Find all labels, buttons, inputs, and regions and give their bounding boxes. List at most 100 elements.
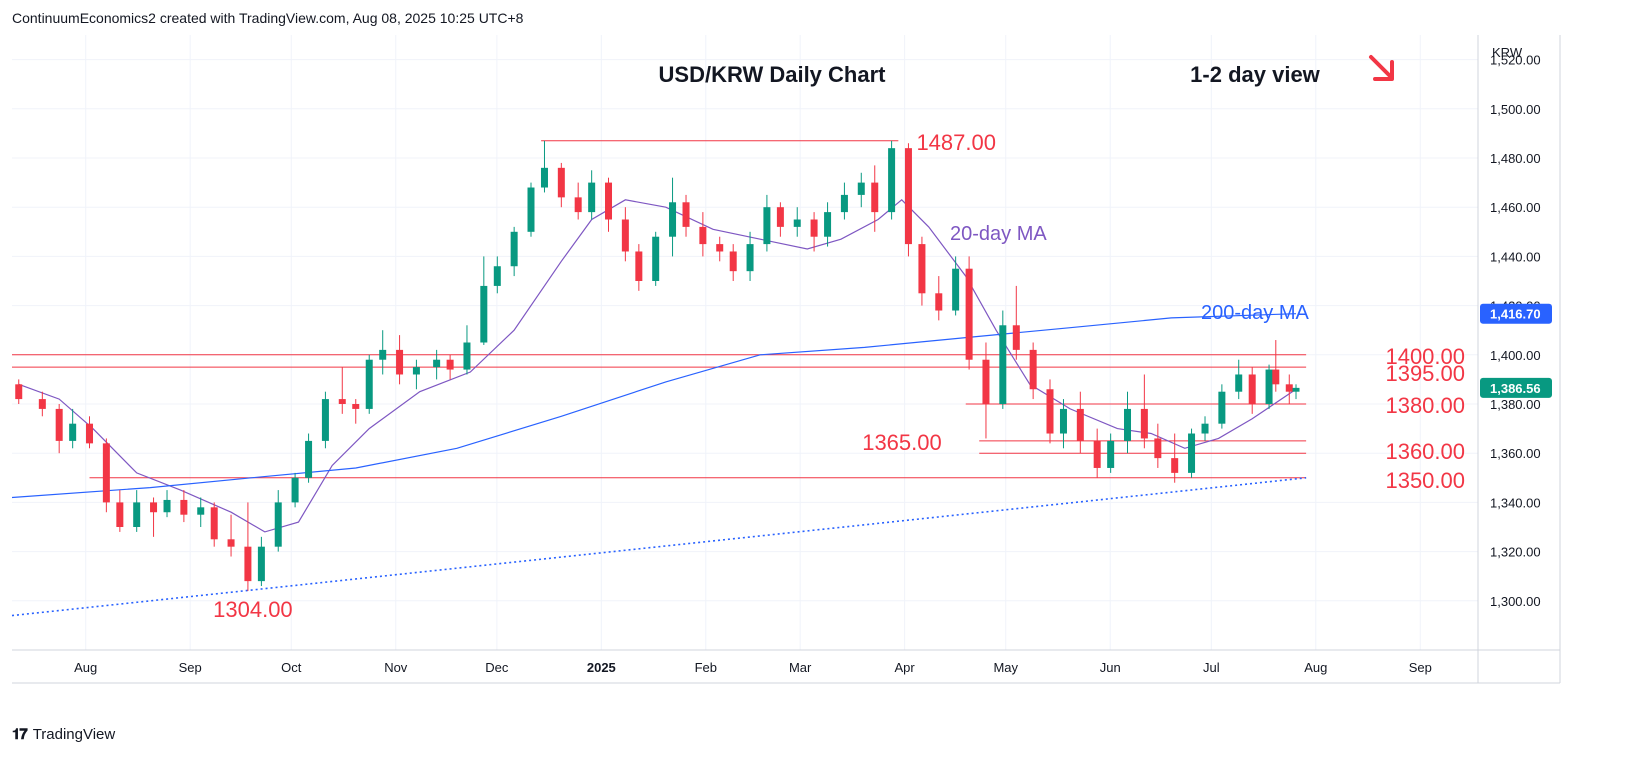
candle-body: [1188, 433, 1196, 473]
candle-body: [605, 182, 613, 220]
candle-body: [1029, 349, 1037, 390]
candle-body: [433, 359, 441, 368]
candle-body: [1248, 374, 1256, 404]
candle-body: [652, 236, 660, 281]
candle-body: [904, 148, 912, 245]
candle-body: [55, 408, 63, 441]
support-resistance-levels: [12, 140, 1307, 479]
candle-body: [197, 507, 205, 515]
candle-body: [480, 285, 488, 343]
candle-body: [776, 207, 784, 227]
candle-body: [635, 251, 643, 281]
candle-body: [1201, 423, 1209, 434]
chart-title: USD/KRW Daily Chart: [659, 62, 887, 87]
candle-body: [15, 384, 23, 400]
candle-body: [1046, 389, 1054, 434]
candle-body: [1059, 408, 1067, 434]
x-tick-label: 2025: [587, 660, 616, 675]
y-tick-label: 1,460.00: [1490, 200, 1541, 215]
candle-body: [244, 546, 252, 582]
y-tick-label: 1,360.00: [1490, 446, 1541, 461]
candle-body: [338, 399, 346, 404]
level-label: 1487.00: [916, 130, 996, 155]
chart-subtitle: 1-2 day view: [1190, 62, 1321, 87]
tradingview-logo-icon: 𝟏𝟕: [12, 726, 28, 743]
x-tick-label: Feb: [695, 660, 717, 675]
candle-body: [540, 167, 548, 188]
candle-body: [493, 266, 501, 286]
tradingview-brand: TradingView: [32, 726, 116, 743]
candle-body: [86, 423, 94, 444]
level-label: 1360.00: [1385, 439, 1465, 464]
candle-body: [857, 182, 865, 195]
candle-body: [1154, 438, 1162, 459]
candle-body: [1235, 374, 1243, 392]
candle-body: [463, 342, 471, 370]
level-label: 1365.00: [862, 430, 942, 455]
candle-body: [1285, 384, 1293, 392]
y-tick-label: 1,320.00: [1490, 545, 1541, 560]
price-tag-box: [1480, 377, 1552, 398]
candle-body: [1272, 369, 1280, 385]
x-tick-label: Sep: [1409, 660, 1432, 675]
candle-body: [621, 219, 629, 252]
candle-body: [527, 187, 535, 232]
candle-body: [321, 399, 329, 441]
y-tick-label: 1,520.00: [1490, 53, 1541, 68]
y-tick-label: 1,300.00: [1490, 594, 1541, 609]
candle-body: [1140, 408, 1148, 439]
candle-body: [682, 202, 690, 227]
chart-attribution-header: ContinuumEconomics2 created with Trading…: [12, 10, 524, 26]
candle-body: [1124, 408, 1132, 441]
x-tick-label: Aug: [1304, 660, 1327, 675]
candle-body: [1171, 458, 1179, 473]
candle-body: [227, 539, 235, 547]
x-tick-label: Jun: [1100, 660, 1121, 675]
ma20-label: 20-day MA: [950, 223, 1047, 245]
candle-body: [274, 502, 282, 547]
x-tick-label: Aug: [74, 660, 97, 675]
low-label: 1304.00: [213, 597, 293, 622]
x-tick-label: Nov: [384, 660, 408, 675]
candle-body: [824, 212, 832, 237]
candle-body: [982, 359, 990, 404]
candle-body: [412, 367, 420, 375]
candle-body: [150, 502, 158, 513]
candle-body: [510, 231, 518, 267]
price-tag-label: 1,386.56: [1490, 381, 1541, 396]
y-tick-label: 1,380.00: [1490, 397, 1541, 412]
x-tick-label: Jul: [1203, 660, 1220, 675]
candle-body: [1076, 408, 1084, 441]
down-right-arrow-icon: [1369, 55, 1394, 81]
candle-body: [1265, 369, 1273, 404]
level-label: 1350.00: [1385, 468, 1465, 493]
candle-body: [133, 502, 141, 527]
level-label: 1380.00: [1385, 393, 1465, 418]
x-tick-label: Apr: [895, 660, 916, 675]
candle-body: [918, 244, 926, 294]
candle-body: [669, 202, 677, 237]
candle-body: [588, 182, 596, 213]
x-tick-label: Sep: [179, 660, 202, 675]
y-tick-label: 1,340.00: [1490, 495, 1541, 510]
grid-layer: [12, 35, 1478, 650]
candle-body: [1107, 440, 1115, 468]
x-tick-label: Mar: [789, 660, 812, 675]
candle-body: [557, 167, 565, 198]
candle-body: [396, 349, 404, 375]
candle-body: [763, 207, 771, 245]
candle-body: [446, 359, 454, 370]
candle-body: [38, 399, 46, 409]
y-tick-label: 1,440.00: [1490, 249, 1541, 264]
level-label: 1400.00: [1385, 344, 1465, 369]
ma200-line: [11, 313, 1297, 499]
y-tick-label: 1,400.00: [1490, 348, 1541, 363]
candle-body: [1218, 391, 1226, 424]
candle-body: [116, 502, 124, 527]
tradingview-footer: 𝟏𝟕 TradingView: [12, 726, 115, 743]
price-tag-label: 1,416.70: [1490, 307, 1541, 322]
axes: 1,300.00 1,320.00 1,340.00 1,360.00 1,380.00…: [12, 35, 1561, 684]
candle-body: [163, 499, 171, 513]
candle-body: [888, 148, 896, 213]
